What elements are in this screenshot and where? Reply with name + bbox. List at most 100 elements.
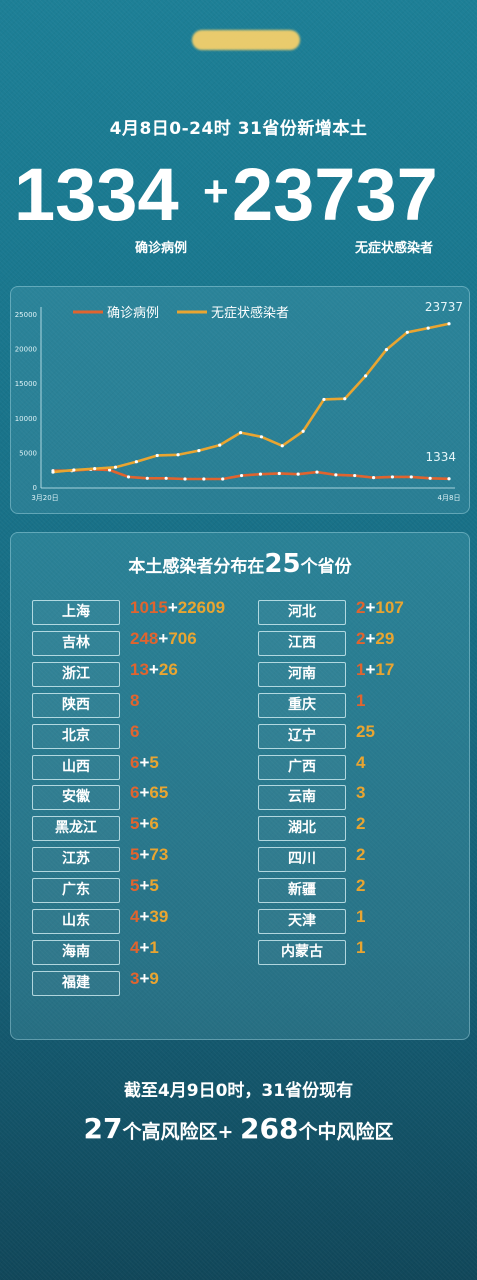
asymptomatic-line-point — [134, 460, 138, 464]
asymptomatic-count: 107 — [375, 598, 404, 617]
plus-sign: + — [148, 659, 159, 679]
province-counts: 4+39 — [130, 907, 168, 927]
province-counts: 1 — [356, 691, 365, 711]
province-counts: 6+65 — [130, 783, 168, 803]
asymptomatic-line-point — [322, 397, 326, 402]
province-counts: 2 — [356, 814, 365, 834]
province-counts: 1 — [356, 907, 365, 927]
confirmed-count: 4 — [130, 937, 140, 957]
asymptomatic-count: 2 — [356, 876, 366, 896]
mid-risk-label: 个中风险区 — [298, 1121, 394, 1143]
confirmed-total: 1334 — [14, 153, 179, 236]
province-name: 重庆 — [258, 692, 346, 718]
asymptomatic-count: 29 — [375, 628, 395, 648]
province-name: 四川 — [258, 847, 346, 873]
province-counts: 4+1 — [130, 938, 159, 958]
confirmed-line-point — [371, 476, 376, 480]
confirmed-count: 6 — [130, 752, 140, 772]
asymptomatic-count: 4 — [356, 752, 366, 772]
province-counts: 6+5 — [130, 753, 159, 773]
asymptomatic-count: 65 — [149, 783, 169, 803]
confirmed-count: 1 — [356, 659, 366, 679]
x-end-label: 4月8日 — [438, 494, 461, 502]
province-counts: 5+73 — [130, 845, 168, 865]
province-name: 北京 — [32, 723, 120, 749]
province-counts: 1+17 — [356, 660, 394, 680]
province-name: 陕西 — [32, 692, 120, 718]
province-counts: 5+5 — [130, 876, 159, 896]
asymptomatic-line-point — [384, 348, 389, 352]
confirmed-line-point — [126, 475, 131, 479]
confirmed-line-point — [334, 473, 338, 477]
high-risk-count: 27 — [83, 1112, 123, 1145]
confirmed-caption: 确诊病例 — [135, 241, 188, 256]
headline: 4月8日0-24时 31省份新增本土 — [109, 119, 368, 139]
province-counts: 3+9 — [130, 969, 159, 989]
mid-risk-count: 268 — [240, 1112, 299, 1145]
plus-sign: + — [365, 659, 376, 679]
province-name: 江西 — [258, 630, 346, 656]
confirmed-count: 8 — [130, 690, 140, 710]
confirmed-line-point — [409, 475, 413, 479]
asymptomatic-count: 22609 — [177, 598, 226, 617]
asymptomatic-line-point — [343, 397, 347, 401]
province-counts: 5+6 — [130, 814, 159, 834]
y-tick-label: 10000 — [15, 415, 37, 423]
province-counts: 2 — [356, 876, 365, 896]
asymptomatic-count: 9 — [149, 968, 159, 988]
province-name: 浙江 — [32, 661, 120, 687]
asymptomatic-count: 1 — [149, 937, 159, 957]
asymptomatic-line-point — [218, 443, 222, 447]
province-name: 云南 — [258, 785, 346, 811]
asymptomatic-total: 23737 — [232, 153, 438, 236]
province-name: 吉林 — [32, 630, 120, 656]
confirmed-count: 13 — [130, 659, 149, 679]
province-name: 湖北 — [258, 816, 346, 842]
plus-sign: + — [158, 628, 169, 648]
province-name: 上海 — [32, 600, 120, 625]
confirmed-line-point — [258, 472, 263, 476]
trend-chart-panel: 0 5000 10000 15000 20000 25000 3月20日 4月8日 确诊病例 无症… — [10, 286, 470, 514]
asymptomatic-line-point — [447, 322, 451, 326]
plus-sign: + — [139, 937, 150, 957]
confirmed-line-point — [145, 476, 149, 480]
province-counts: 8 — [130, 691, 139, 711]
province-name: 海南 — [32, 939, 120, 965]
province-name: 广东 — [32, 878, 120, 904]
asymptomatic-line-point — [238, 431, 243, 435]
province-counts: 13+26 — [130, 660, 178, 680]
y-tick-label: 5000 — [19, 449, 37, 457]
plus-sign: + — [139, 814, 150, 834]
confirmed-count: 6 — [130, 783, 140, 803]
plus-sign: + — [203, 167, 229, 216]
asymptomatic-count: 5 — [149, 876, 159, 896]
asymptomatic-line-point — [426, 326, 430, 330]
province-name: 新疆 — [258, 878, 346, 904]
asymptomatic-count: 2 — [356, 814, 366, 834]
footer-line1: 截至4月9日0时，31省份现有 — [123, 1081, 354, 1101]
asymptomatic-line-point — [72, 468, 76, 472]
confirmed-line-point — [239, 473, 244, 478]
distribution-title-post: 个省份 — [300, 557, 352, 577]
logo-blob — [192, 30, 300, 50]
province-counts: 3 — [356, 783, 365, 803]
confirmed-line-point — [164, 476, 168, 480]
distribution-title-pre: 本土感染者分布在 — [128, 557, 265, 577]
asymptomatic-count: 1 — [356, 937, 366, 957]
confirmed-count: 248 — [130, 628, 159, 648]
province-counts: 25 — [356, 722, 375, 742]
confirmed-line-point — [221, 477, 225, 481]
province-counts: 2+107 — [356, 598, 404, 618]
asymptomatic-line-point — [280, 444, 284, 448]
province-counts: 248+706 — [130, 629, 197, 649]
asymptomatic-line-point — [259, 435, 264, 439]
province-name: 河北 — [258, 600, 346, 625]
province-name: 江苏 — [32, 847, 120, 873]
confirmed-line — [53, 468, 450, 481]
confirmed-line-point — [353, 473, 357, 478]
legend-confirmed-label: 确诊病例 — [107, 306, 159, 321]
asymptomatic-count: 26 — [158, 659, 178, 679]
confirmed-count: 2 — [356, 598, 366, 617]
trend-chart: 0 5000 10000 15000 20000 25000 3月20日 4月8日 确诊病例 无症… — [15, 300, 463, 502]
